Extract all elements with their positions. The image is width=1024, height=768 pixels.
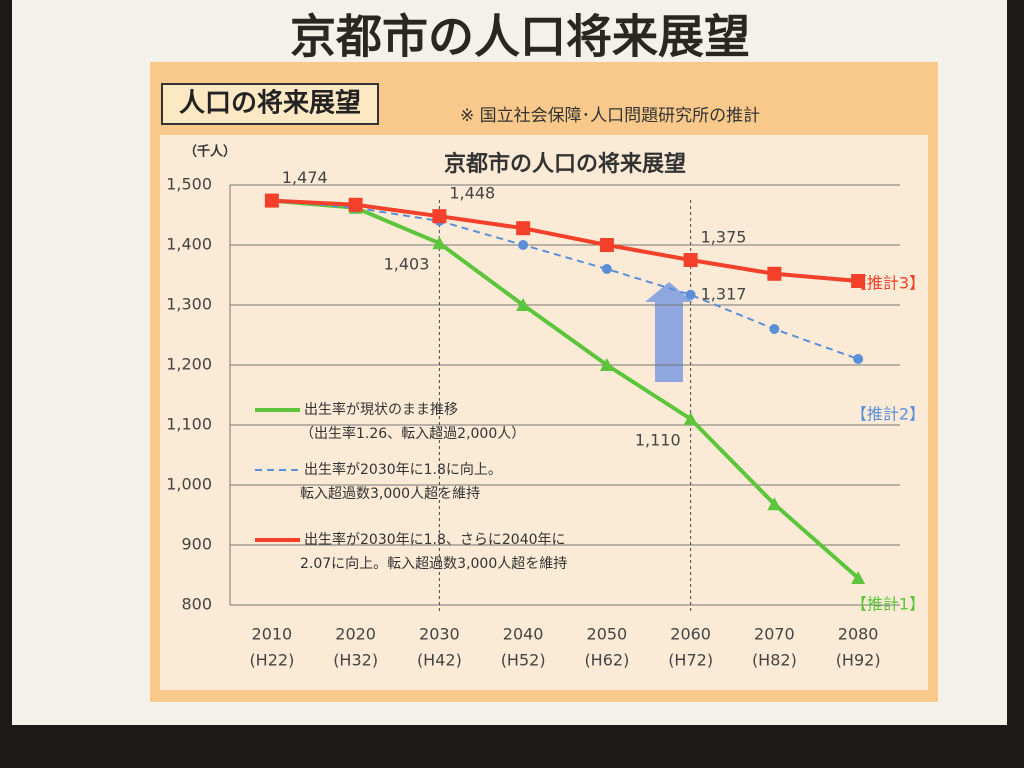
marker: [518, 240, 529, 250]
marker: [851, 274, 866, 288]
x-tick-label: 2060: [670, 625, 711, 644]
x-tick-sublabel: (H52): [501, 651, 546, 670]
slide-title: 京都市の人口将来展望: [290, 10, 750, 64]
marker: [599, 238, 614, 252]
data-label: 1,403: [384, 255, 430, 274]
marker: [264, 193, 279, 208]
x-tick-sublabel: (H42): [417, 651, 462, 670]
x-tick-label: 2010: [252, 625, 293, 644]
marker: [348, 197, 363, 212]
marker: [683, 253, 698, 267]
series-tag: 【推計2】: [851, 405, 925, 424]
x-tick-sublabel: (H62): [584, 651, 629, 670]
series-line: [271, 198, 859, 283]
marker: [683, 412, 698, 425]
x-tick-label: 2050: [587, 625, 628, 644]
data-label: 1,110: [635, 431, 681, 450]
data-label: 1,474: [282, 168, 328, 187]
marker: [853, 354, 864, 364]
y-tick-label: 1,400: [166, 235, 212, 254]
source-note: ※ 国立社会保障･人口問題研究所の推計: [460, 106, 760, 126]
marker: [851, 571, 866, 584]
x-tick-label: 2030: [419, 625, 460, 644]
data-label: 1,375: [701, 228, 747, 247]
x-tick-sublabel: (H72): [668, 651, 713, 670]
legend-label: 出生率が2030年に1.8に向上。: [304, 461, 502, 478]
marker: [516, 298, 531, 311]
marker: [767, 497, 782, 511]
x-tick-label: 2020: [335, 625, 376, 644]
legend-label-line2: 転入超過数3,000人超を維持: [300, 486, 480, 502]
marker: [769, 324, 780, 334]
legend-label: 出生率が2030年に1.8、さらに2040年に: [304, 531, 566, 548]
y-tick-label: 1,000: [166, 475, 212, 494]
y-tick-label: 1,500: [166, 175, 212, 194]
marker: [767, 266, 782, 281]
data-label: 1,448: [449, 184, 495, 203]
data-label: 1,317: [701, 284, 747, 303]
y-tick-label: 1,200: [166, 355, 212, 374]
x-tick-sublabel: (H22): [249, 651, 294, 670]
chart-title: 京都市の人口の将来展望: [444, 151, 686, 177]
series-line: [271, 198, 860, 580]
legend-label-line2: （出生率1.26、転入超過2,000人）: [300, 425, 525, 442]
y-tick-label: 1,300: [166, 295, 212, 314]
series-line: [271, 199, 859, 360]
series-tag: 【推計3】: [851, 274, 925, 293]
marker: [432, 236, 447, 250]
y-tick-label: 900: [181, 535, 212, 554]
x-tick-label: 2080: [838, 625, 879, 644]
chart-area: [160, 135, 928, 690]
y-unit: （千人）: [184, 144, 236, 160]
marker: [685, 289, 696, 300]
legend-label-line2: 2.07に向上。転入超過数3,000人超を維持: [300, 556, 567, 572]
marker: [601, 264, 612, 274]
arrow-decoration: [645, 282, 693, 302]
series-tag: 【推計1】: [851, 595, 925, 614]
arrow-decoration: [655, 300, 683, 382]
marker: [432, 209, 447, 224]
x-tick-sublabel: (H82): [752, 651, 797, 670]
y-tick-label: 800: [181, 595, 212, 614]
legend-label: 出生率が現状のまま推移: [304, 401, 458, 418]
x-tick-sublabel: (H92): [836, 651, 881, 670]
x-tick-label: 2040: [503, 625, 544, 644]
marker: [599, 358, 614, 371]
y-tick-label: 1,100: [166, 415, 212, 434]
marker: [516, 221, 531, 236]
panel-label: 人口の将来展望: [179, 89, 361, 119]
x-tick-sublabel: (H32): [333, 651, 378, 670]
panel-label-box: [161, 83, 379, 125]
x-tick-label: 2070: [754, 625, 795, 644]
